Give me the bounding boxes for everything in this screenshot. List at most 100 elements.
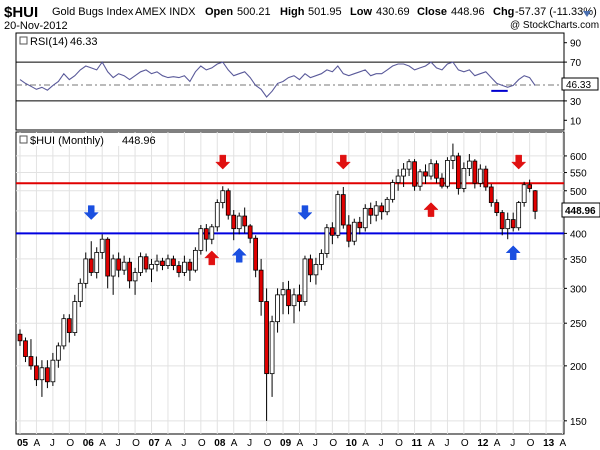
candle-body [45,367,50,383]
candle-body [214,202,220,228]
x-tick-label: O [461,438,469,449]
x-axis: 05 A J O 06 A J O 07 A J O 08 A J O 09 A J O 10 A J O 11 A J O 12 A J O… [17,438,567,449]
candle-body [50,359,56,383]
candle-body [17,333,23,342]
candle-body [335,194,341,236]
candle-body [324,227,330,254]
candle-body [269,321,275,375]
candle-body [121,261,127,271]
candle-body [105,238,111,277]
rsi-legend-value: 46.33 [70,36,98,48]
x-tick-label: O [395,438,403,449]
candle-body [236,215,242,230]
candle-body [439,177,445,187]
rsi-legend-swatch-icon [19,36,28,45]
candle-body [461,168,467,189]
x-tick-label: A [560,438,567,449]
candle-body [66,318,72,334]
candle-body [368,207,374,216]
candle-body [88,258,94,273]
price-legend-value: 448.96 [122,135,156,147]
price-tick-label: 350 [570,255,587,266]
candle-body [203,228,209,240]
candle-body [55,345,61,361]
candle-body [39,367,45,381]
candle-body [253,237,259,271]
signal-arrows [83,154,527,266]
rsi-last-value-box [561,77,599,91]
candle-body [154,260,160,265]
candle-body [198,228,204,251]
candle-body [499,212,505,230]
candle-body [242,215,248,227]
candle-body [143,256,149,270]
candle-body [286,289,291,307]
arrow-down-icon [215,154,231,170]
x-tick-label: J [444,438,449,449]
watermark-label: @ StockCharts.com [510,20,599,31]
arrow-down-icon [335,154,351,170]
arrow-up-icon [231,247,247,263]
chevron-down-icon[interactable] [583,11,591,17]
candle-body [532,190,538,212]
candle-body [187,261,193,271]
candle-body [406,161,412,170]
exchange-label: AMEX INDX [135,6,196,18]
x-tick-label: 05 [17,438,29,449]
candle-body [472,160,478,184]
symbol-title: $HUI [4,4,38,21]
candle-body [434,163,439,179]
candle-body [423,171,428,177]
x-tick-label: A [99,438,106,449]
price-tick-label: 200 [570,362,587,373]
candle-body [302,258,308,302]
candle-body [127,261,132,282]
candle-body [165,258,171,266]
candle-body [225,190,231,216]
candle-body [94,252,100,273]
candle-body [176,265,182,273]
chg-value: -57.37 (-11.33%) [515,6,597,18]
x-tick-label: J [247,438,252,449]
candle-body [280,289,286,296]
candle-body [99,238,105,253]
candle-body [313,264,319,276]
candle-body [209,226,215,240]
candle-body [149,264,154,270]
x-tick-label: A [231,438,238,449]
candle-body [346,224,352,242]
price-tick-label: 250 [570,319,587,330]
candle-body [494,202,500,213]
candle-body [34,365,39,381]
rsi-tick-label: 90 [570,39,582,50]
x-tick-label: A [494,438,501,449]
candle-body [456,155,461,189]
candle-body [477,168,483,184]
candle-body [466,160,472,169]
price-legend-bg [18,133,136,146]
candle-body [527,184,533,189]
candle-body [138,256,143,273]
x-tick-label: J [379,438,384,449]
candle-body [450,155,456,161]
rsi-gridlines [16,61,564,102]
candle-body [395,175,401,183]
candle-body [417,171,423,187]
candle-body [308,258,313,276]
candle-body [357,221,363,229]
close-label: Close [417,6,447,18]
arrow-down-icon [83,205,99,220]
x-tick-label: O [527,438,535,449]
rsi-legend-label: RSI(14) [30,36,68,48]
candle-body [319,253,324,265]
price-last-value-box [561,202,600,218]
candle-body [390,182,396,200]
rsi-tick-label: 70 [570,58,582,69]
x-tick-label: O [198,438,206,449]
candle-body [373,205,379,216]
x-tick-label: 11 [412,438,423,449]
candle-body [505,219,511,230]
candle-body [329,227,335,236]
price-last-value: 448.96 [565,206,596,217]
arrow-up-icon [505,245,521,260]
